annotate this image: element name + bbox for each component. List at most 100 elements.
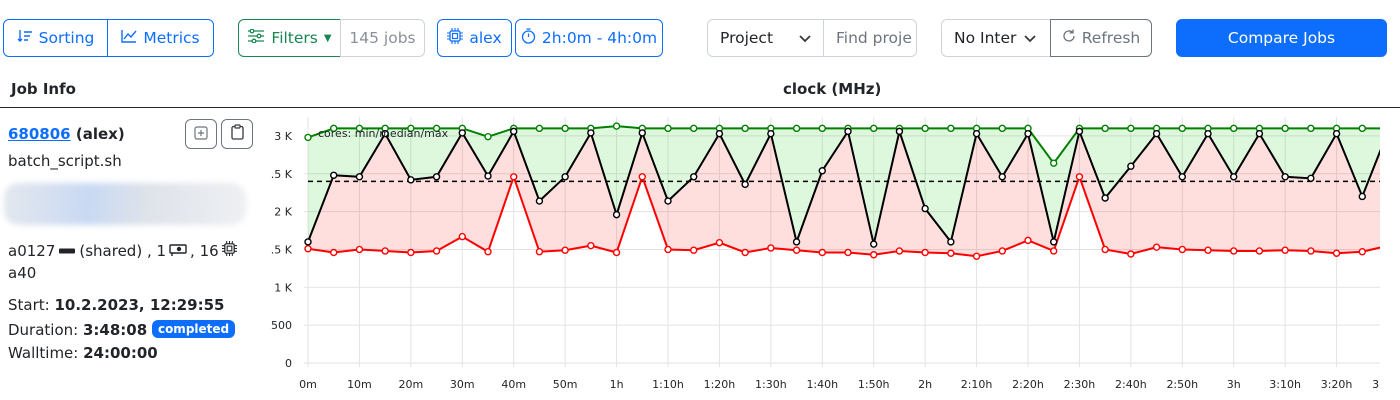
median-series-point xyxy=(972,129,981,138)
max-series-point xyxy=(921,124,929,133)
median-series-point xyxy=(947,238,955,246)
max-series-point xyxy=(407,124,415,133)
min-series-point xyxy=(587,241,595,250)
walltime-label: Walltime: xyxy=(8,344,84,362)
project-search-input[interactable]: Find proje xyxy=(824,29,912,47)
max-series-point xyxy=(947,124,955,133)
chevron-down-icon xyxy=(799,29,811,47)
min-series-point xyxy=(484,248,492,256)
copy-job-button[interactable] xyxy=(221,119,253,149)
x-tick-label: 1:40h xyxy=(806,378,838,391)
job-shared: (shared) , 1 xyxy=(79,241,167,260)
duration-label: Duration: xyxy=(8,321,83,339)
median-series-point xyxy=(1152,129,1161,138)
metrics-button[interactable]: Metrics xyxy=(107,19,214,57)
x-tick-label: 20m xyxy=(398,378,423,391)
project-select-label: Project xyxy=(720,29,774,47)
x-tick-label: 3:30h xyxy=(1372,378,1380,391)
duration-filter-button[interactable]: 2h:0m - 4h:0m xyxy=(515,19,663,57)
x-tick-label: 2:50h xyxy=(1166,378,1198,391)
user-filter-button[interactable]: alex xyxy=(437,19,512,57)
min-series-point xyxy=(715,238,724,247)
x-tick-label: 1h xyxy=(610,378,624,391)
min-series-point xyxy=(792,246,801,254)
min-series-point xyxy=(1050,247,1058,255)
project-select[interactable]: Project xyxy=(708,20,824,56)
median-series-point xyxy=(407,176,415,184)
median-series-point xyxy=(1050,238,1058,246)
median-series-point xyxy=(561,173,569,181)
max-series-point xyxy=(818,124,826,133)
median-series-point xyxy=(484,172,492,180)
status-badge: completed xyxy=(151,320,236,338)
job-script: batch_script.sh xyxy=(8,152,122,170)
min-series-point xyxy=(561,246,569,254)
max-series-point xyxy=(535,124,544,133)
min-series-point xyxy=(947,249,955,257)
job-id-link[interactable]: 680806 xyxy=(8,125,71,143)
refresh-button[interactable]: Refresh xyxy=(1050,19,1152,57)
x-tick-label: 2:10h xyxy=(961,378,993,391)
cpu-icon xyxy=(447,28,464,48)
min-series-point xyxy=(895,247,904,255)
gpu-icon xyxy=(169,242,187,260)
min-series-point xyxy=(1075,173,1084,181)
header-divider xyxy=(0,107,1400,108)
median-series-point xyxy=(818,167,826,175)
min-series-point xyxy=(741,248,749,257)
job-user: (alex) xyxy=(75,125,125,143)
job-cluster: a40 xyxy=(8,264,37,282)
job-title: 680806 (alex) xyxy=(8,125,125,143)
graph-icon xyxy=(121,29,137,47)
max-series-point xyxy=(432,124,441,133)
median-series-point xyxy=(792,238,801,246)
intensity-select[interactable]: No Inter xyxy=(941,19,1051,57)
duration-value: 3:48:08 xyxy=(82,321,148,339)
max-series-point xyxy=(664,124,672,133)
median-series-point xyxy=(330,171,338,179)
sorting-button[interactable]: Sorting xyxy=(3,19,108,57)
plus-square-icon xyxy=(194,125,208,144)
max-series-point xyxy=(1050,159,1058,167)
min-series-point xyxy=(1204,246,1212,254)
filters-button[interactable]: Filters ▼ xyxy=(238,19,341,57)
max-series-point xyxy=(1127,124,1135,133)
min-series-point xyxy=(407,248,415,257)
x-tick-label: 2:20h xyxy=(1012,378,1044,391)
user-filter-label: alex xyxy=(469,29,502,47)
compare-jobs-button[interactable]: Compare Jobs xyxy=(1176,19,1387,57)
median-series-point xyxy=(690,173,698,181)
min-series-point xyxy=(1255,247,1264,255)
y-tick-label: 2 K xyxy=(274,206,292,219)
x-tick-label: 3:10h xyxy=(1269,378,1301,391)
median-series-point xyxy=(1358,192,1366,201)
max-series-point xyxy=(1307,124,1315,133)
min-series-point xyxy=(535,248,544,256)
y-tick-label: 1.5 K xyxy=(270,243,293,256)
median-series-point xyxy=(638,129,646,137)
stopwatch-icon xyxy=(521,28,536,48)
min-series-point xyxy=(1178,245,1186,254)
job-walltime: Walltime: 24:00:00 xyxy=(8,344,158,362)
project-search-placeholder: Find proje xyxy=(836,29,912,47)
x-tick-label: 1:10h xyxy=(652,378,684,391)
median-series-point xyxy=(1024,129,1032,138)
median-series-point xyxy=(998,173,1006,181)
x-tick-label: 30m xyxy=(450,378,475,391)
min-series-point xyxy=(304,245,312,253)
max-series-point xyxy=(304,133,312,142)
x-tick-label: 1:20h xyxy=(704,378,736,391)
median-series-point xyxy=(844,127,852,136)
min-series-point xyxy=(998,247,1006,255)
min-series-point xyxy=(1024,236,1032,245)
x-tick-label: 1:50h xyxy=(858,378,890,391)
select-job-button[interactable] xyxy=(185,119,217,149)
min-series-point xyxy=(1358,248,1366,256)
min-series-point xyxy=(1332,249,1341,257)
min-series-point xyxy=(690,246,698,254)
min-series-point xyxy=(664,245,672,254)
job-count: 145 jobs xyxy=(340,19,425,57)
median-series-point xyxy=(432,173,441,181)
min-series-point xyxy=(510,173,518,181)
max-series-point xyxy=(1281,124,1289,133)
